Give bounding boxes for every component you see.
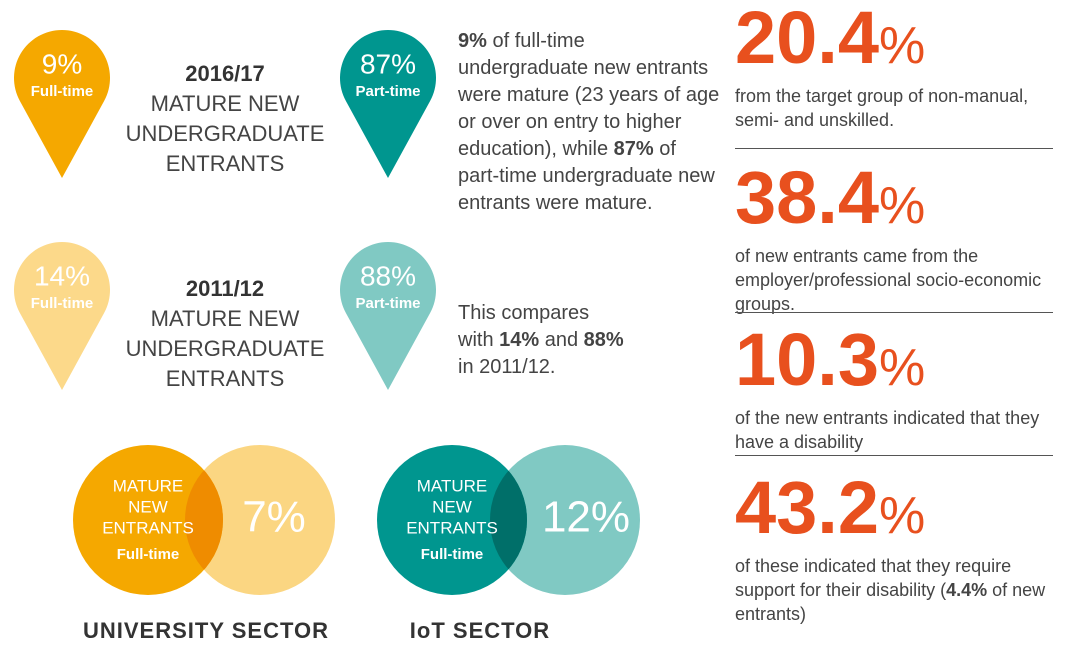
pin-value: 88%	[360, 260, 416, 291]
group-line: ENTRANTS	[166, 151, 285, 176]
venn-circle	[377, 445, 527, 595]
sector-label: UNIVERSITY SECTOR	[83, 618, 329, 643]
venn-line: NEW	[432, 497, 472, 516]
pin	[13, 242, 110, 390]
text: This compares with	[458, 302, 590, 351]
venn-value: 7%	[242, 493, 306, 542]
text: 38.4	[735, 156, 880, 239]
stat-number: 10.3%	[735, 322, 1053, 406]
stat-number: 20.4%	[735, 0, 1053, 84]
stat-number: 43.2%	[735, 470, 1053, 554]
stat: 20.4% from the target group of non-manual…	[735, 0, 1053, 132]
divider	[735, 148, 1053, 149]
text: 88%	[583, 329, 624, 351]
pin-label: Full-time	[31, 295, 94, 312]
group-line: MATURE NEW	[151, 91, 300, 116]
text: of full-time undergraduate new entrants …	[458, 30, 720, 160]
pin-label: Part-time	[355, 83, 420, 100]
divider	[735, 312, 1053, 313]
venn-sub: Full-time	[421, 546, 484, 563]
text: 43.2	[735, 466, 880, 549]
text: 14%	[499, 329, 540, 351]
group-line: MATURE NEW	[151, 306, 300, 331]
group-line: UNDERGRADUATE	[126, 121, 325, 146]
pin-value: 14%	[34, 260, 90, 291]
venn-circle	[490, 445, 640, 595]
stat: 38.4% of new entrants came from the emplo…	[735, 160, 1053, 316]
stat-text: of the new entrants indicated that they …	[735, 406, 1055, 454]
paragraph: This compares with 14% and 88% in 2011/1…	[458, 300, 628, 381]
stat-text: of these indicated that they require sup…	[735, 554, 1055, 626]
group-line: ENTRANTS	[166, 366, 285, 391]
text: of the new entrants indicated that they …	[735, 408, 1040, 452]
pin-value: 87%	[360, 48, 416, 79]
stat: 10.3% of the new entrants indicated that …	[735, 322, 1053, 454]
venn-circle	[73, 445, 223, 595]
text: 20.4	[735, 0, 880, 79]
venn-line: ENTRANTS	[406, 518, 498, 537]
text: 9%	[458, 30, 487, 52]
divider	[735, 455, 1053, 456]
venn-line: ENTRANTS	[102, 518, 194, 537]
text: 4.4%	[946, 580, 988, 600]
stat-unit: %	[879, 17, 926, 75]
group-line: UNDERGRADUATE	[126, 336, 325, 361]
pin	[340, 242, 437, 390]
stat-unit: %	[879, 487, 926, 545]
text: from the target group of non-manual, sem…	[735, 86, 1029, 130]
text: of part-time undergraduate new entrants …	[458, 138, 715, 214]
pin-label: Part-time	[355, 295, 420, 312]
sector-label: IoT SECTOR	[410, 618, 550, 643]
pin	[14, 30, 111, 179]
group-year: 2016/17	[185, 61, 265, 86]
paragraph: 9% of full-time undergraduate new entran…	[458, 28, 720, 217]
stat-number: 38.4%	[735, 160, 1053, 244]
text: 87%	[613, 138, 654, 160]
text: of these indicated that they require sup…	[735, 556, 1012, 600]
text: of new entrants)	[735, 580, 1046, 624]
venn-line: NEW	[128, 497, 168, 516]
pin-value: 9%	[42, 48, 82, 79]
stat-text: from the target group of non-manual, sem…	[735, 84, 1055, 132]
stat-unit: %	[879, 177, 926, 235]
venn-line: MATURE	[417, 476, 488, 495]
text: in 2011/12.	[458, 356, 556, 378]
venn-sub: Full-time	[117, 546, 180, 563]
text: of new entrants came from the employer/p…	[735, 246, 1042, 314]
pin-label: Full-time	[31, 83, 94, 100]
stat: 43.2% of these indicated that they requir…	[735, 470, 1053, 626]
pin	[340, 29, 437, 178]
venn-value: 12%	[542, 493, 630, 542]
text: 10.3	[735, 318, 880, 401]
stat-text: of new entrants came from the employer/p…	[735, 244, 1055, 316]
group-year: 2011/12	[186, 276, 264, 301]
stat-unit: %	[879, 339, 926, 397]
text: and	[539, 329, 584, 351]
venn-circle	[185, 445, 335, 595]
venn-line: MATURE	[113, 476, 184, 495]
